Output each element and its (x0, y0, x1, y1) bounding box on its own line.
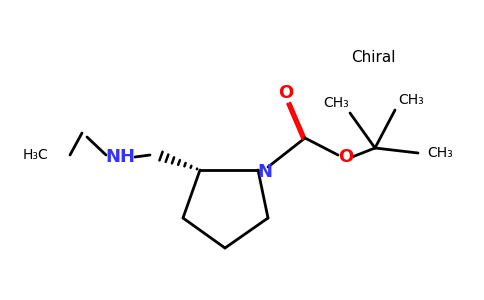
Text: Chiral: Chiral (351, 50, 395, 65)
Text: H₃C: H₃C (22, 148, 48, 162)
Text: O: O (338, 148, 354, 166)
Text: O: O (278, 84, 294, 102)
Text: NH: NH (105, 148, 135, 166)
Text: CH₃: CH₃ (398, 93, 424, 107)
Text: CH₃: CH₃ (427, 146, 453, 160)
Text: N: N (257, 163, 272, 181)
Text: CH₃: CH₃ (323, 96, 349, 110)
